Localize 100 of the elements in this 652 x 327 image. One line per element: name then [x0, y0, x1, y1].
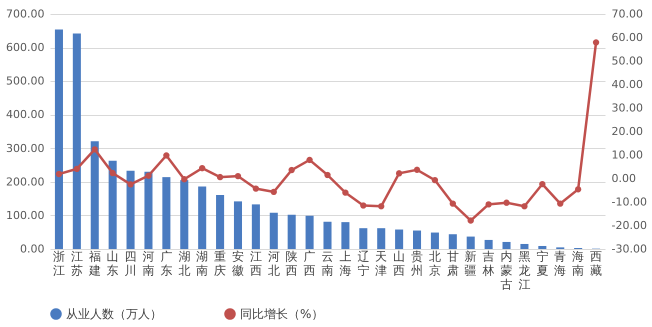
y2-tick-label: 70.00: [612, 8, 643, 20]
y-tick-label: 100.00: [6, 208, 44, 222]
y-tick-label: 0.00: [20, 242, 44, 256]
y2-tick-label: -10.00: [612, 196, 647, 208]
x-tick-label: 浙江: [52, 250, 65, 278]
bar: [538, 246, 546, 249]
bar: [306, 216, 314, 249]
x-tick-label: 西藏: [590, 250, 602, 278]
x-tick-label: 湖北: [178, 250, 190, 278]
x-tick-label: 海南: [572, 250, 584, 278]
x-tick-label: 河北: [268, 250, 280, 278]
y2-tick-label: -20.00: [612, 219, 647, 232]
point: [234, 172, 242, 180]
point: [574, 186, 582, 192]
bar: [144, 172, 152, 249]
y2-tick-label: 0.00: [612, 172, 636, 185]
x-tick-label: 天津: [375, 250, 388, 278]
x-tick-label: 湖南: [196, 250, 208, 278]
point: [306, 156, 313, 164]
x-tick-label: 山西: [393, 250, 406, 278]
point: [163, 152, 170, 159]
x-tick-label: 四川: [124, 250, 137, 278]
point: [324, 172, 331, 178]
x-tick-label: 山东: [106, 250, 119, 278]
bar: [126, 170, 135, 249]
x-tick-label: 云南: [322, 250, 334, 278]
y2-tick-label: 40.00: [612, 78, 643, 91]
point: [521, 203, 528, 210]
point: [450, 200, 456, 207]
bar: [234, 201, 242, 249]
y-tick-label: 300.00: [6, 142, 44, 155]
bar: [180, 180, 188, 249]
x-tick-label: 上海: [339, 250, 352, 278]
point: [181, 176, 188, 182]
x-tick-label: 青海: [554, 250, 566, 278]
y2-tick-label: 20.00: [612, 125, 643, 138]
bar: [430, 232, 439, 249]
bar: [412, 230, 422, 249]
point: [92, 146, 98, 153]
y2-tick-label: 30.00: [612, 102, 643, 114]
point: [288, 166, 295, 174]
x-tick-label: 广东: [160, 250, 172, 278]
x-tick-label: 辽宁: [357, 250, 370, 278]
bar: [323, 222, 332, 249]
point: [270, 188, 277, 196]
y-tick-label: 500.00: [6, 74, 44, 88]
bar: [90, 141, 99, 249]
x-tick-label: 吉林: [482, 250, 495, 278]
x-tick-label: 陕西: [286, 250, 298, 278]
point: [110, 170, 116, 176]
point: [485, 201, 492, 208]
point: [56, 170, 62, 178]
x-tick-label: 广西: [304, 250, 316, 278]
bar: [484, 240, 493, 249]
bar: [252, 204, 260, 249]
point: [503, 200, 510, 206]
point: [74, 166, 80, 172]
point: [342, 189, 349, 196]
x-tick-label: 新疆: [464, 250, 477, 278]
bar: [270, 212, 278, 249]
y-tick-label: 700.00: [6, 8, 44, 20]
y2-tick-label: 10.00: [612, 148, 643, 162]
x-tick-label: 河南: [142, 250, 154, 278]
bar: [466, 236, 475, 249]
bar: [216, 194, 224, 249]
bar: [520, 244, 528, 249]
bar: [72, 33, 81, 249]
x-tick-label: 江苏: [70, 250, 83, 278]
point: [360, 202, 366, 209]
point: [252, 185, 260, 192]
x-tick-label: 宁夏: [536, 250, 548, 278]
y-tick-label: 200.00: [6, 175, 44, 188]
x-tick-label: 黑龙江: [518, 250, 530, 292]
bar: [395, 230, 404, 249]
point: [468, 217, 474, 224]
y-tick-label: 400.00: [6, 108, 44, 122]
point: [199, 165, 206, 172]
x-tick-label: 重庆: [214, 250, 226, 278]
y-tick-label: 600.00: [6, 41, 44, 54]
point: [539, 180, 546, 188]
bar: [108, 160, 117, 249]
bar: [341, 222, 350, 249]
x-tick-label: 贵州: [411, 250, 424, 278]
point: [414, 166, 420, 173]
bar: [54, 29, 63, 249]
point: [378, 203, 384, 210]
point: [432, 176, 438, 184]
x-tick-label: 安徽: [232, 250, 244, 278]
bar: [502, 242, 511, 249]
x-tick-label: 福建: [88, 250, 101, 278]
point: [396, 170, 402, 176]
bar: [288, 214, 296, 249]
y2-tick-label: 60.00: [612, 31, 643, 44]
bar: [448, 234, 457, 249]
bar: [359, 228, 368, 249]
y2-tick-label: -30.00: [612, 242, 647, 256]
x-tick-label: 甘肃: [446, 250, 459, 278]
point: [145, 172, 152, 179]
bar: [198, 186, 206, 249]
legend-label: 同比增长（%）: [240, 307, 324, 321]
